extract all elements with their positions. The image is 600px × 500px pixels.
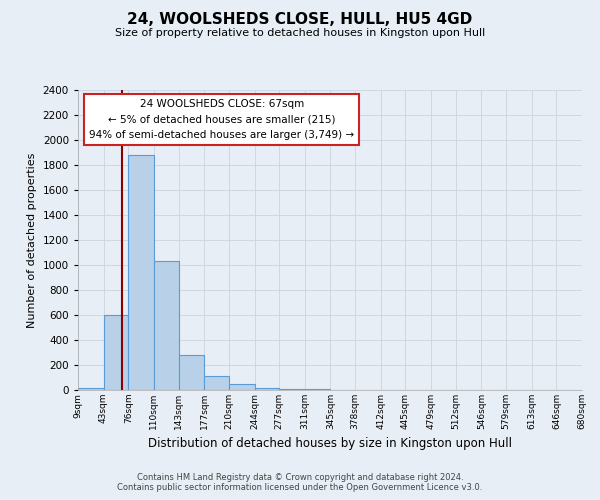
Text: 24 WOOLSHEDS CLOSE: 67sqm
← 5% of detached houses are smaller (215)
94% of semi-: 24 WOOLSHEDS CLOSE: 67sqm ← 5% of detach… xyxy=(89,99,354,140)
Bar xyxy=(254,388,279,390)
Bar xyxy=(204,376,229,390)
Bar xyxy=(279,389,305,390)
Text: Contains HM Land Registry data © Crown copyright and database right 2024.: Contains HM Land Registry data © Crown c… xyxy=(137,472,463,482)
Text: Size of property relative to detached houses in Kingston upon Hull: Size of property relative to detached ho… xyxy=(115,28,485,38)
Bar xyxy=(229,384,254,390)
Bar xyxy=(154,261,179,390)
Text: Contains public sector information licensed under the Open Government Licence v3: Contains public sector information licen… xyxy=(118,484,482,492)
Bar xyxy=(78,388,104,390)
Bar xyxy=(104,315,128,390)
Text: 24, WOOLSHEDS CLOSE, HULL, HU5 4GD: 24, WOOLSHEDS CLOSE, HULL, HU5 4GD xyxy=(127,12,473,28)
Bar xyxy=(179,355,204,390)
X-axis label: Distribution of detached houses by size in Kingston upon Hull: Distribution of detached houses by size … xyxy=(148,438,512,450)
Bar xyxy=(128,155,154,390)
Y-axis label: Number of detached properties: Number of detached properties xyxy=(27,152,37,328)
